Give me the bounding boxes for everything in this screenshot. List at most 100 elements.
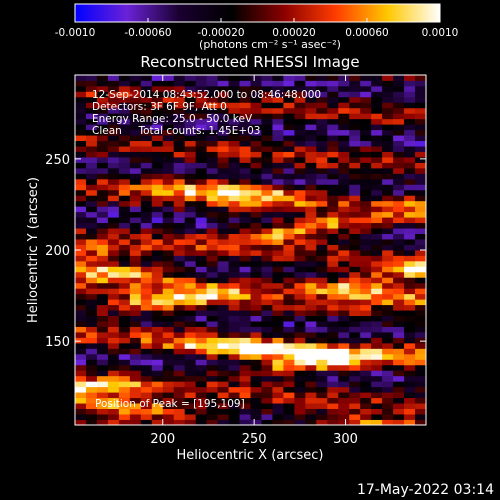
heatmap-cell (129, 419, 142, 425)
heatmap-cell (316, 157, 328, 163)
heatmap-cell (294, 375, 306, 382)
heatmap-cell (85, 167, 98, 174)
heatmap-cell (217, 211, 229, 218)
heatmap-cell (371, 392, 383, 399)
heatmap-cell (173, 75, 186, 81)
heatmap-cell (118, 102, 131, 109)
heatmap-cell (75, 173, 87, 180)
heatmap-cell (206, 135, 218, 142)
heatmap-cell (217, 146, 229, 152)
heatmap-cell (184, 222, 197, 229)
heatmap-cell (415, 140, 426, 147)
heatmap-cell (217, 189, 229, 196)
heatmap-cell (96, 282, 109, 289)
heatmap-cell (327, 315, 339, 322)
heatmap-cell (250, 211, 262, 218)
heatmap-cell (228, 113, 240, 120)
heatmap-cell (382, 397, 394, 404)
heatmap-cell (261, 255, 273, 262)
heatmap-cell (75, 392, 87, 399)
heatmap-cell (316, 293, 328, 300)
heatmap-cell (85, 419, 98, 425)
heatmap-cell (96, 113, 109, 120)
heatmap-cell (305, 332, 317, 338)
heatmap-cell (393, 381, 405, 388)
heatmap-cell (129, 167, 142, 174)
heatmap-cell (349, 222, 361, 229)
heatmap-cell (75, 206, 87, 213)
heatmap-cell (162, 239, 175, 245)
heatmap-cell (85, 326, 98, 333)
heatmap-cell (382, 162, 394, 169)
heatmap-cell (272, 244, 284, 251)
heatmap-cell (239, 222, 251, 229)
heatmap-cell (316, 107, 328, 114)
heatmap-cell (85, 222, 98, 229)
heatmap-cell (206, 299, 218, 306)
heatmap-cell (404, 124, 416, 131)
heatmap-cell (140, 375, 153, 382)
heatmap-cell (195, 342, 208, 349)
heatmap-cell (371, 386, 383, 393)
heatmap-cell (75, 118, 87, 125)
heatmap-cell (360, 211, 372, 218)
heatmap-cell (184, 228, 197, 234)
heatmap-cell (382, 386, 394, 393)
heatmap-cell (140, 135, 153, 142)
heatmap-cell (184, 315, 197, 322)
heatmap-cell (129, 392, 142, 399)
heatmap-cell (382, 113, 394, 120)
heatmap-cell (371, 85, 383, 92)
heatmap-cell (305, 375, 317, 382)
heatmap-cell (250, 348, 262, 355)
heatmap-cell (217, 282, 229, 289)
heatmap-cell (261, 375, 273, 382)
heatmap-cell (338, 129, 350, 136)
heatmap-cell (239, 96, 251, 103)
heatmap-cell (294, 337, 306, 344)
heatmap-cell (283, 326, 295, 333)
heatmap-cell (107, 397, 120, 404)
heatmap-cell (151, 359, 164, 366)
heatmap-cell (195, 260, 208, 267)
heatmap-cell (316, 326, 328, 333)
heatmap-cell (173, 206, 186, 213)
heatmap-cell (96, 129, 109, 136)
heatmap-cell (316, 353, 328, 360)
heatmap-cell (250, 217, 262, 224)
heatmap-cell (206, 146, 218, 152)
heatmap-cell (228, 250, 240, 256)
heatmap-cell (338, 304, 350, 311)
heatmap-cell (107, 250, 120, 256)
heatmap-cell (96, 162, 109, 169)
heatmap-cell (261, 91, 273, 98)
heatmap-cell (195, 157, 208, 163)
heatmap-cell (404, 342, 416, 349)
heatmap-cell (228, 178, 240, 185)
heatmap-cell (118, 348, 131, 355)
heatmap-cell (382, 419, 394, 425)
heatmap-cell (107, 271, 120, 278)
heatmap-cell (96, 381, 109, 388)
heatmap-cell (107, 332, 120, 338)
heatmap-cell (195, 85, 208, 92)
heatmap-cell (217, 80, 229, 87)
heatmap-cell (85, 184, 98, 191)
heatmap-cell (382, 408, 394, 415)
heatmap-cell (129, 381, 142, 388)
heatmap-cell (239, 386, 251, 393)
heatmap-cell (250, 414, 262, 420)
heatmap-cell (118, 375, 131, 382)
heatmap-cell (162, 419, 175, 425)
heatmap-cell (349, 260, 361, 267)
heatmap-cell (239, 375, 251, 382)
heatmap-cell (107, 91, 120, 98)
heatmap-cell (129, 375, 142, 382)
heatmap-cell (184, 277, 197, 284)
heatmap-cell (415, 299, 426, 306)
heatmap-cell (85, 353, 98, 360)
heatmap-cell (283, 129, 295, 136)
heatmap-cell (140, 403, 153, 409)
heatmap-cell (283, 80, 295, 87)
heatmap-cell (316, 124, 328, 131)
